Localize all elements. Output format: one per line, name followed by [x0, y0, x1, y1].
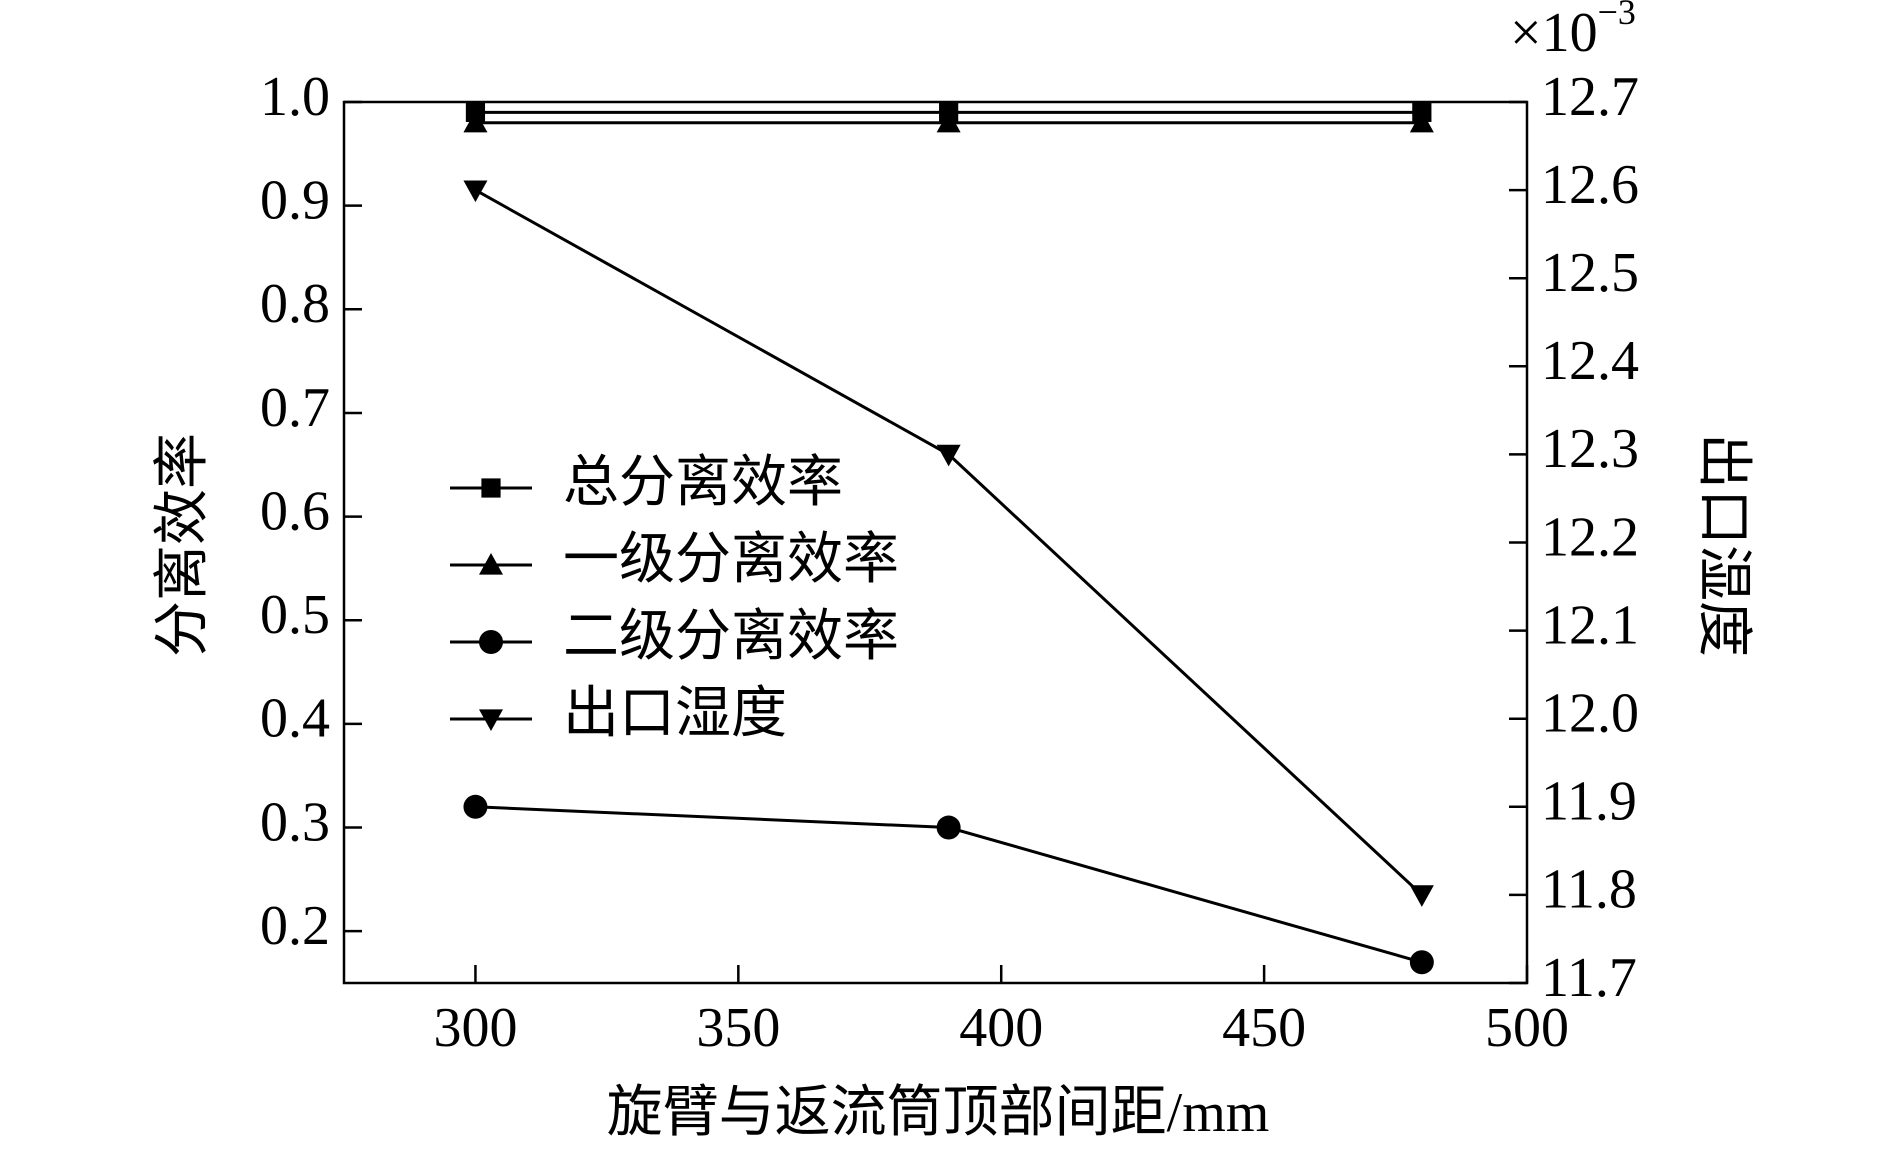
x-tick-label: 500: [1485, 997, 1569, 1059]
x-tick-label: 350: [696, 997, 780, 1059]
plot-frame: [342, 100, 1529, 985]
marker-triangle-down: [1409, 885, 1434, 907]
x-axis-label: 旋臂与返流筒顶部间距/mm: [607, 1082, 1270, 1144]
marker-triangle-up: [463, 110, 488, 133]
y2-tick-label: 12.7: [1541, 66, 1639, 128]
x-tick-label: 400: [959, 997, 1043, 1059]
y-axis-label: 分离效率: [152, 433, 214, 657]
y-tick-label: 0.6: [260, 480, 330, 542]
marker-circle: [1409, 950, 1434, 975]
y-tick-label: 0.7: [260, 377, 330, 439]
marker-triangle-up: [479, 553, 503, 575]
y2-multiplier-exponent: −3: [1598, 0, 1636, 32]
y2-axis-label: 出口湿度: [1692, 433, 1754, 657]
y-tick-label: 0.2: [260, 895, 330, 957]
y2-tick-label: 12.4: [1541, 330, 1639, 392]
y2-tick-label: 12.6: [1541, 154, 1639, 216]
marker-triangle-down: [479, 709, 503, 731]
x-tick-label: 450: [1222, 997, 1306, 1059]
marker-circle: [936, 815, 961, 840]
marker-circle: [479, 630, 503, 654]
marker-square: [481, 478, 501, 498]
y2-tick-label: 11.9: [1541, 771, 1637, 833]
legend-label: 二级分离效率: [563, 606, 899, 668]
y-tick-label: 0.5: [260, 584, 330, 646]
y2-multiplier-base: ×10: [1510, 2, 1598, 64]
marker-triangle-down: [936, 444, 961, 467]
y-tick-label: 1.0: [260, 66, 330, 128]
y-tick-label: 0.9: [260, 169, 330, 231]
legend-label: 总分离效率: [563, 452, 843, 514]
marker-triangle-up: [936, 110, 961, 133]
y2-tick-label: 12.1: [1541, 594, 1639, 656]
x-tick-label: 300: [433, 997, 517, 1059]
y2-tick-label: 11.8: [1541, 859, 1637, 921]
y2-multiplier: ×10−3: [1510, 0, 1636, 64]
marker-circle: [463, 794, 488, 819]
marker-triangle-down: [463, 180, 488, 203]
y-tick-label: 0.3: [260, 791, 330, 853]
legend-label: 出口湿度: [563, 683, 787, 745]
y2-tick-label: 12.3: [1541, 418, 1639, 480]
y2-tick-label: 12.0: [1541, 683, 1639, 745]
y2-tick-label: 12.2: [1541, 506, 1639, 568]
marker-triangle-up: [1409, 110, 1434, 133]
y-tick-label: 0.4: [260, 688, 330, 750]
legend-label: 一级分离效率: [563, 529, 899, 591]
y-tick-label: 0.8: [260, 273, 330, 335]
y2-tick-label: 11.7: [1541, 947, 1637, 1009]
y2-tick-label: 12.5: [1541, 242, 1639, 304]
